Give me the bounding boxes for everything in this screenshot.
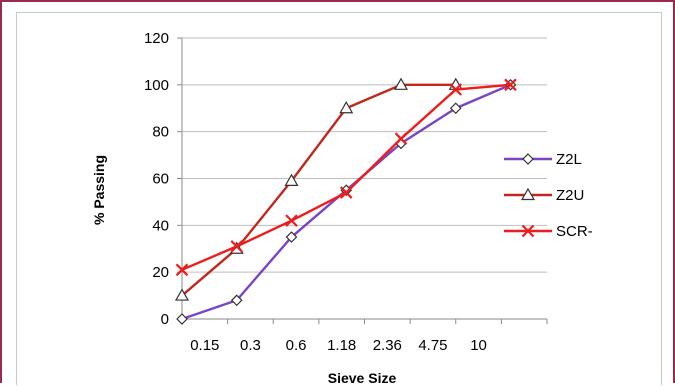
x-marker-stroke: [339, 186, 353, 199]
y-tick-label: 80: [152, 124, 169, 141]
y-axis-title: % Passing: [91, 155, 107, 225]
line-chart: 0 20 40 60 80 100 120 0.15 0.3 0.6 1.18 2.36 4.75 10…: [91, 30, 593, 386]
x-tick-label: 10: [470, 337, 487, 354]
legend-label: SCR-: [556, 223, 593, 240]
y-tick-label: 20: [152, 264, 169, 281]
y-tick-label: 100: [144, 77, 169, 94]
data-point: [230, 240, 244, 253]
series-group: [174, 77, 517, 325]
data-point: [176, 313, 188, 325]
triangle-marker: [520, 187, 536, 201]
gridlines: [182, 37, 547, 273]
x-marker-stroke: [230, 240, 244, 253]
triangle-marker: [174, 288, 190, 301]
x-tick-label: 0.3: [240, 337, 261, 354]
diamond-marker: [522, 153, 534, 165]
data-point: [175, 263, 189, 277]
x-tick-label: 1.18: [327, 337, 356, 354]
y-tick-label: 120: [144, 30, 169, 47]
chart-area: 0 20 40 60 80 100 120 0.15 0.3 0.6 1.18 2.36 4.75 10…: [16, 12, 662, 386]
data-point: [393, 77, 409, 90]
diamond-marker: [449, 102, 462, 115]
series-scr: [175, 78, 517, 277]
legend-label: Z2L: [556, 151, 582, 168]
x-tick-label: 0.6: [286, 337, 307, 354]
x-marker-stroke: [504, 78, 517, 92]
data-point: [339, 186, 353, 199]
triangle-marker: [339, 101, 354, 114]
diamond-marker: [176, 313, 188, 325]
triangle-marker: [284, 173, 299, 186]
data-point: [285, 231, 298, 243]
series-z2l: [176, 78, 517, 325]
y-tick-label: 40: [152, 217, 169, 234]
x-axis-title: Sieve Size: [328, 370, 397, 386]
data-point: [394, 132, 408, 145]
data-point: [284, 173, 299, 186]
series-z2u: [174, 77, 463, 301]
series-line-z2u: [181, 83, 456, 297]
data-point: [174, 288, 190, 301]
x-marker-stroke: [394, 132, 408, 145]
x-marker-stroke: [449, 83, 463, 96]
legend-item-z2u: Z2U: [504, 187, 584, 204]
triangle-marker: [393, 77, 409, 90]
diamond-marker: [230, 294, 243, 307]
x-tick-label: 2.36: [373, 337, 402, 354]
data-point: [449, 102, 462, 115]
axes: [177, 37, 548, 324]
legend: Z2L Z2U SCR-: [504, 151, 593, 240]
x-axis-ticks: 0.15 0.3 0.6 1.18 2.36 4.75 10: [190, 337, 487, 354]
data-point: [449, 83, 463, 96]
data-point: [504, 78, 517, 92]
x-marker-stroke: [285, 214, 298, 227]
y-tick-label: 60: [152, 171, 169, 188]
x-marker-stroke: [521, 224, 535, 238]
data-point: [230, 294, 243, 307]
x-tick-label: 0.15: [190, 337, 219, 354]
y-axis-ticks: 0 20 40 60 80 100 120: [144, 30, 169, 328]
diamond-marker: [285, 231, 298, 243]
legend-label: Z2U: [556, 187, 584, 204]
data-point: [285, 214, 298, 227]
data-point: [339, 101, 354, 114]
x-marker-stroke: [175, 263, 189, 277]
legend-item-z2l: Z2L: [504, 151, 582, 168]
legend-item-scr: SCR-: [504, 223, 593, 240]
x-tick-label: 4.75: [418, 337, 447, 354]
series-line-z2l: [181, 83, 511, 321]
y-tick-label: 0: [161, 311, 169, 328]
